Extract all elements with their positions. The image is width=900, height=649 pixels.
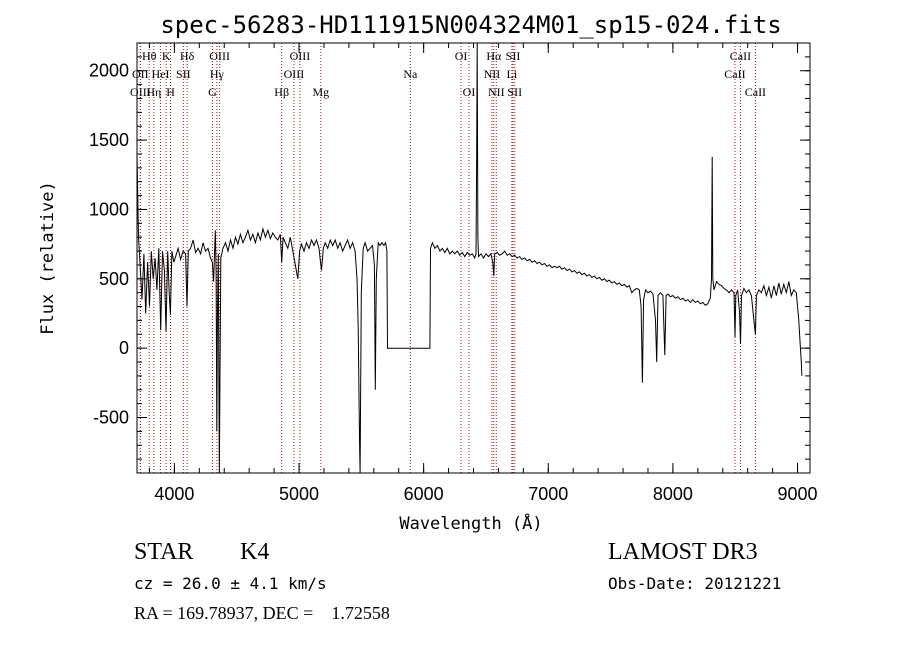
spectral-line-label-9: OIII bbox=[209, 49, 230, 63]
spectral-line-label-1: OII bbox=[132, 67, 149, 81]
spectral-line-label-27: CaII bbox=[745, 85, 766, 99]
y-tick-label-4: 1500 bbox=[89, 130, 129, 150]
spectrum-line bbox=[136, 42, 803, 474]
spectral-line-label-3: Hη bbox=[146, 85, 161, 99]
object-class: STAR bbox=[134, 539, 194, 565]
spectral-line-markers bbox=[139, 43, 756, 473]
x-tick-label-1: 5000 bbox=[279, 484, 319, 504]
spectral-line-label-4: HeI bbox=[152, 67, 170, 81]
spectral-line-label-26: CaII bbox=[724, 67, 745, 81]
spectral-line-label-15: Mg bbox=[312, 85, 329, 99]
x-tick-label-4: 8000 bbox=[653, 484, 693, 504]
y-tick-label-0: -500 bbox=[93, 408, 129, 428]
redshift-readout: cz = 26.0 ± 4.1 km/s bbox=[134, 574, 327, 593]
x-axis-label: Wavelength (Å) bbox=[399, 512, 542, 534]
spectral-line-label-20: NII bbox=[484, 67, 501, 81]
spectral-line-label-23: Li bbox=[507, 67, 518, 81]
spectral-line-label-5: K bbox=[162, 49, 171, 63]
spectral-line-label-13: OIII bbox=[290, 49, 311, 63]
spectral-line-label-7: H bbox=[166, 85, 175, 99]
y-tick-label-3: 1000 bbox=[89, 199, 129, 219]
spectral-line-label-25: CaII bbox=[730, 49, 751, 63]
object-subclass: K4 bbox=[240, 539, 270, 565]
spectral-line-label-6: SII bbox=[176, 67, 191, 81]
survey-name: LAMOST DR3 bbox=[608, 539, 758, 565]
spectral-line-label-8: Hδ bbox=[180, 49, 195, 63]
spectral-line-label-21: NII bbox=[488, 85, 505, 99]
axis-ticks: 4000 5000 6000 7000 8000 9000 -500 0 500 1000 1500… bbox=[89, 42, 818, 504]
spectral-line-label-16: Na bbox=[403, 67, 418, 81]
y-tick-label-5: 2000 bbox=[89, 61, 129, 81]
spectral-line-label-14: OIII bbox=[284, 67, 305, 81]
y-tick-label-2: 500 bbox=[99, 269, 129, 289]
plot-frame bbox=[136, 42, 811, 474]
ra-dec-coordinates: RA = 169.78937, DEC = 1.72558 bbox=[134, 603, 390, 623]
y-axis-label: Flux (relative) bbox=[38, 181, 58, 335]
spectrum-series bbox=[136, 42, 803, 474]
spectral-line-label-11: G bbox=[208, 85, 217, 99]
spectral-line-label-10: Hγ bbox=[210, 67, 225, 81]
spectral-line-label-2: OIII bbox=[130, 85, 151, 99]
spectral-line-label-0: Hθ bbox=[142, 49, 157, 63]
spectral-line-label-24: SII bbox=[507, 85, 522, 99]
chart-title: spec-56283-HD111915N004324M01_sp15-024.f… bbox=[160, 11, 781, 39]
x-tick-label-0: 4000 bbox=[154, 484, 194, 504]
spectral-line-label-18: OI bbox=[463, 85, 476, 99]
x-tick-label-2: 6000 bbox=[404, 484, 444, 504]
x-tick-label-3: 7000 bbox=[528, 484, 568, 504]
obs-date: Obs-Date: 20121221 bbox=[608, 574, 782, 593]
spectral-line-label-12: Hβ bbox=[274, 85, 289, 99]
spectral-line-label-17: OI bbox=[455, 49, 468, 63]
y-tick-label-1: 0 bbox=[119, 338, 129, 358]
x-tick-label-5: 9000 bbox=[778, 484, 818, 504]
spectral-line-label-22: SII bbox=[506, 49, 521, 63]
spectral-line-label-19: Hα bbox=[486, 49, 502, 63]
